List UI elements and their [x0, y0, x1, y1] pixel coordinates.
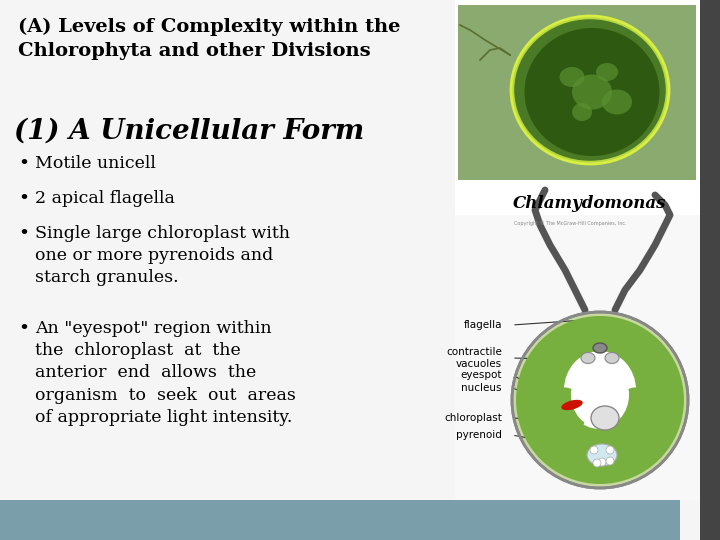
Ellipse shape [571, 362, 629, 428]
Text: Single large chloroplast with
one or more pyrenoids and
starch granules.: Single large chloroplast with one or mor… [35, 225, 290, 286]
Text: Motile unicell: Motile unicell [35, 155, 156, 172]
Text: 2 apical flagella: 2 apical flagella [35, 190, 175, 207]
Text: •: • [18, 320, 29, 338]
Text: (A) Levels of Complexity within the
Chlorophyta and other Divisions: (A) Levels of Complexity within the Chlo… [18, 18, 400, 60]
Bar [455, 215, 700, 500]
Text: •: • [18, 190, 29, 208]
Bar [458, 5, 696, 180]
Text: nucleus: nucleus [462, 383, 502, 393]
Text: flagella: flagella [464, 320, 502, 330]
Ellipse shape [524, 28, 660, 156]
Bar [0, 500, 680, 540]
Circle shape [512, 312, 688, 488]
Ellipse shape [513, 17, 667, 163]
Bar [700, 0, 720, 540]
Text: An "eyespot" region within
the  chloroplast  at  the
anterior  end  allows  the
: An "eyespot" region within the chloropla… [35, 320, 296, 426]
Ellipse shape [564, 351, 636, 429]
Text: •: • [18, 225, 29, 243]
Text: eyespot: eyespot [461, 370, 502, 380]
Text: Copyright © The McGraw-Hill Companies, Inc.: Copyright © The McGraw-Hill Companies, I… [514, 220, 626, 226]
Text: (1) A Unicellular Form: (1) A Unicellular Form [14, 118, 364, 145]
Ellipse shape [572, 103, 592, 121]
Text: pyrenoid: pyrenoid [456, 430, 502, 440]
Ellipse shape [587, 444, 617, 466]
Circle shape [598, 458, 606, 466]
Text: contractile
vacuoles: contractile vacuoles [446, 347, 502, 369]
Ellipse shape [581, 353, 595, 363]
Circle shape [606, 457, 614, 465]
Ellipse shape [562, 400, 582, 410]
Circle shape [593, 459, 601, 467]
Ellipse shape [602, 90, 632, 114]
Ellipse shape [545, 388, 585, 442]
Ellipse shape [593, 343, 607, 353]
Bar [455, 0, 700, 500]
Circle shape [516, 316, 684, 484]
Circle shape [606, 446, 614, 454]
Ellipse shape [615, 388, 655, 442]
Text: •: • [18, 155, 29, 173]
Circle shape [590, 446, 598, 454]
Ellipse shape [605, 353, 619, 363]
Ellipse shape [591, 406, 619, 430]
Ellipse shape [596, 63, 618, 81]
Ellipse shape [559, 67, 585, 87]
Ellipse shape [572, 75, 612, 110]
Text: Chlamydomonas: Chlamydomonas [513, 195, 667, 212]
Text: chloroplast: chloroplast [444, 413, 502, 423]
